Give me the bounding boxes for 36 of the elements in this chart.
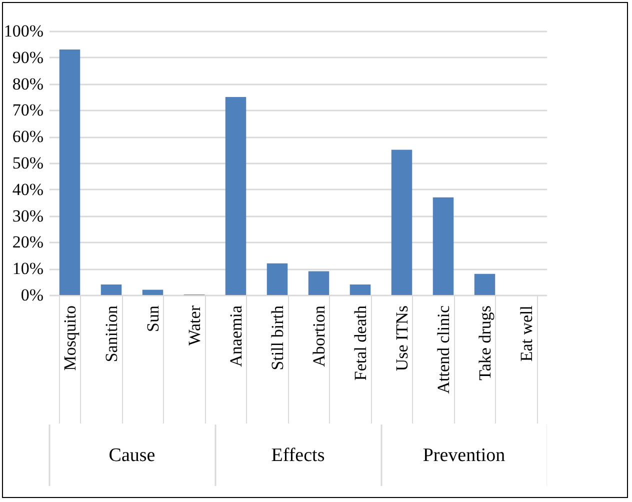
x-tick-label: Take drugs	[475, 306, 494, 380]
y-tick-label: 80%	[12, 74, 44, 94]
y-tick-label: 10%	[12, 259, 44, 278]
y-tick-label: 90%	[12, 48, 44, 67]
x-tick-label: Anaemia	[226, 305, 246, 367]
y-tick-label: 40%	[12, 180, 44, 199]
x-tick-label: Fetal death	[350, 305, 370, 381]
text: Effects	[271, 445, 325, 466]
y-tick-label: 100%	[4, 22, 44, 40]
bar	[142, 290, 164, 295]
text: Prevention	[422, 445, 506, 466]
bar	[391, 150, 412, 295]
text: Cause	[108, 445, 156, 466]
y-tick-label: 0%	[20, 286, 44, 304]
x-tick-label: Abortion	[309, 305, 328, 367]
y-tick-label: 60%	[12, 127, 44, 146]
bar	[474, 274, 496, 295]
y-tick-label: 70%	[12, 100, 44, 120]
x-tick-label: Still birth	[268, 305, 287, 370]
y-tick-label: 30%	[12, 206, 44, 226]
x-tick-label: Attend clinic	[434, 305, 453, 394]
x-tick-label: Use ITNs	[392, 306, 412, 372]
bar	[59, 49, 80, 295]
x-tick-label: Water	[184, 305, 204, 346]
bar	[308, 271, 330, 295]
y-tick-label: 50%	[12, 154, 44, 172]
x-tick-label: Eat well	[516, 305, 536, 362]
bar	[350, 284, 371, 295]
x-tick-label: Sun	[143, 305, 162, 332]
x-tick-label: Sanition	[102, 305, 121, 362]
bar	[266, 263, 288, 295]
bar	[225, 97, 246, 295]
bar	[100, 284, 122, 295]
x-tick-label: Mosquito	[60, 306, 80, 371]
y-tick-label: 20%	[12, 232, 44, 252]
bar	[432, 197, 454, 295]
